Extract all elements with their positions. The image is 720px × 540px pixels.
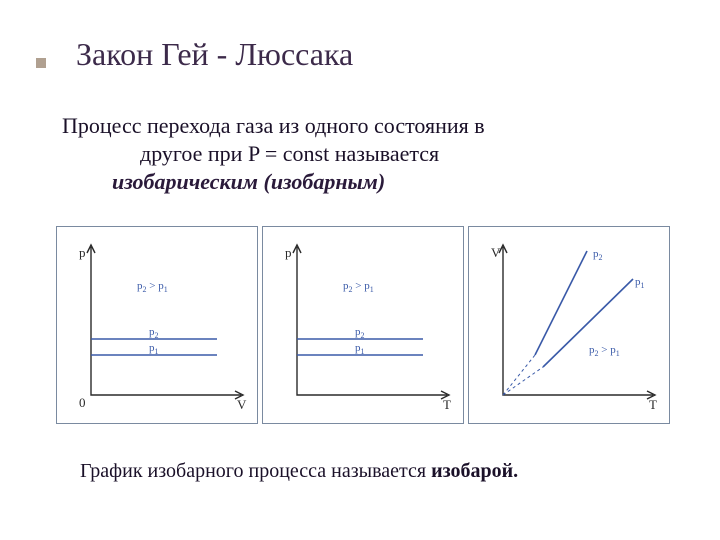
desc-line-3: изобарическим (изобарным) — [62, 168, 662, 196]
line-label-p1: p1 — [149, 342, 159, 356]
relation-label: p2 > p1 — [343, 280, 374, 294]
x-axis-label: T — [443, 397, 451, 412]
chart-vt-svg: V T p2 > p1 p2 p1 — [469, 227, 669, 423]
dash-p1 — [503, 367, 543, 395]
y-axis-label: V — [491, 245, 501, 260]
relation-label: p2 > p1 — [589, 344, 620, 358]
y-axis-label: p — [285, 245, 292, 260]
caption-bold: изобарой. — [431, 460, 518, 482]
title-bullet — [36, 58, 46, 68]
chart-pv: p V 0 p2 > p1 p2 p1 — [56, 226, 258, 424]
chart-row: p V 0 p2 > p1 p2 p1 p T p2 > p1 p2 p1 — [56, 226, 664, 424]
page-title: Закон Гей - Люссака — [76, 36, 353, 73]
chart-vt: V T p2 > p1 p2 p1 — [468, 226, 670, 424]
description: Процесс перехода газа из одного состояни… — [62, 112, 662, 196]
caption-prefix: График изобарного процесса называется — [80, 460, 431, 482]
line-label-p1: p1 — [635, 276, 645, 290]
caption: График изобарного процесса называется из… — [80, 460, 518, 483]
axes — [91, 247, 241, 395]
desc-line-1: Процесс перехода газа из одного состояни… — [62, 113, 485, 138]
line-label-p2: p2 — [149, 326, 159, 340]
chart-pt: p T p2 > p1 p2 p1 — [262, 226, 464, 424]
chart-pt-svg: p T p2 > p1 p2 p1 — [263, 227, 463, 423]
axes — [297, 247, 447, 395]
origin-label: 0 — [79, 395, 86, 410]
x-axis-label: V — [237, 397, 247, 412]
line-label-p2: p2 — [593, 248, 603, 262]
y-axis-label: p — [79, 245, 86, 260]
chart-pv-svg: p V 0 p2 > p1 p2 p1 — [57, 227, 257, 423]
relation-label: p2 > p1 — [137, 280, 168, 294]
ray-p2 — [535, 251, 587, 355]
x-axis-label: T — [649, 397, 657, 412]
line-label-p1: p1 — [355, 342, 365, 356]
desc-line-2: другое при P = const называется — [62, 140, 662, 168]
line-label-p2: p2 — [355, 326, 365, 340]
dash-p2 — [503, 355, 535, 395]
